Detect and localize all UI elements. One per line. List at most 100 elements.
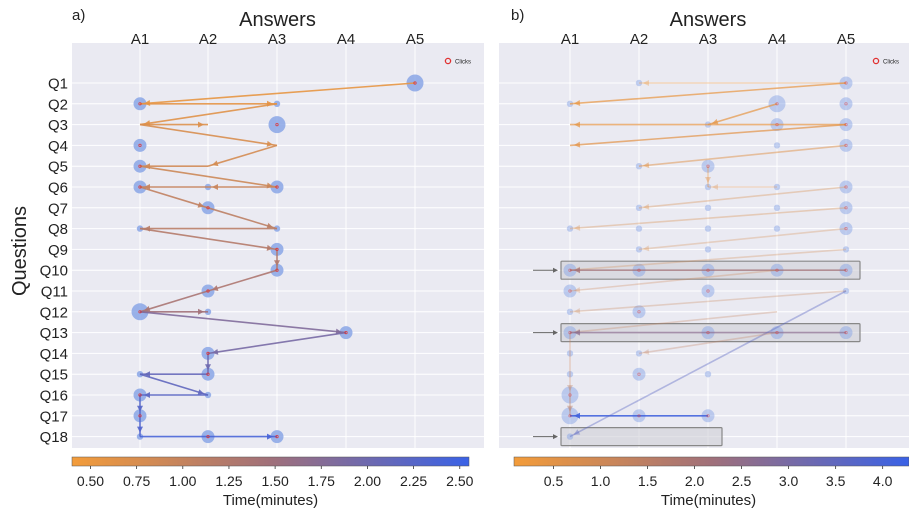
question-tick-label: Q3 (48, 117, 68, 134)
path-arrowhead (211, 285, 219, 291)
panel-b: b) Answers A1 A2 A3 A4 A5 Clicks 0.5 1.0 1.5 2.0 2.5… (499, 7, 909, 509)
path-segment (569, 311, 778, 334)
path-segment (569, 123, 847, 147)
answer-tick-label: A2 (199, 31, 217, 48)
click-marker (206, 434, 210, 439)
path-arrowhead (573, 100, 581, 107)
path-arrowhead (567, 405, 573, 412)
path-segment (638, 227, 847, 251)
path-arrowhead (573, 429, 581, 435)
click-bubble (704, 371, 712, 378)
colorbar-tick-label: 3.5 (826, 473, 846, 489)
click-marker (206, 206, 210, 210)
colorbar-label: Time(minutes) (661, 492, 756, 509)
question-tick-label: Q16 (40, 388, 68, 405)
answer-tick-label: A4 (768, 31, 786, 48)
colorbar-tick-label: 1.25 (215, 473, 242, 489)
path-arrowhead (712, 184, 718, 190)
click-marker (275, 123, 279, 127)
click-marker (138, 393, 142, 397)
click-marker (344, 330, 348, 335)
question-tick-label: Q5 (48, 159, 68, 176)
click-marker (844, 185, 848, 189)
path-arrowhead (205, 364, 211, 371)
question-tick-label: Q13 (40, 325, 68, 342)
path-segment (569, 290, 847, 438)
answer-tick-label: A1 (561, 31, 579, 48)
click-marker (568, 268, 572, 272)
path-segment (207, 269, 278, 292)
x-axis-title: Answers (670, 9, 747, 31)
path-arrowhead (274, 260, 280, 267)
answer-tick-label: A5 (837, 31, 855, 48)
path-arrowhead (266, 222, 274, 229)
click-bubble (704, 225, 712, 232)
path-segment (139, 103, 278, 126)
highlight-arrowhead (553, 330, 558, 336)
path-segment (139, 311, 347, 334)
click-marker (844, 206, 848, 210)
click-marker (568, 393, 572, 397)
question-tick-label: Q8 (48, 221, 68, 238)
click-marker (844, 102, 848, 106)
path-arrowhead (574, 329, 580, 336)
click-bubble (704, 246, 712, 253)
path-segment (707, 103, 778, 126)
colorbar-tick-label: 1.75 (308, 473, 335, 489)
click-bubble (563, 284, 577, 298)
question-tick-label: Q2 (48, 96, 68, 113)
colorbar-tick-label: 4.0 (873, 473, 893, 489)
click-marker (706, 414, 710, 418)
click-marker (637, 414, 641, 418)
click-marker (275, 434, 279, 439)
legend-label: Clicks (883, 60, 899, 66)
path-arrowhead (198, 121, 204, 128)
click-marker (706, 289, 710, 293)
colorbar-tick-label: 2.50 (446, 473, 473, 489)
question-tick-label: Q17 (40, 408, 68, 425)
click-marker (844, 227, 848, 231)
click-marker (706, 268, 710, 272)
colorbar (513, 456, 909, 467)
click-bubble (635, 246, 643, 253)
question-tick-label: Q11 (41, 284, 68, 301)
path-arrowhead (574, 267, 580, 274)
path-arrowhead (642, 203, 650, 210)
answer-tick-label: A3 (699, 31, 717, 48)
colorbar-tick-label: 0.50 (77, 473, 104, 489)
path-arrowhead (267, 433, 273, 440)
question-tick-label: Q10 (40, 263, 68, 280)
path-arrowhead (144, 371, 150, 378)
path-arrowhead (573, 141, 581, 148)
click-bubble (632, 367, 646, 381)
answer-tick-label: A4 (337, 31, 355, 48)
colorbar-label: Time(minutes) (223, 492, 318, 509)
click-marker (275, 185, 279, 189)
path-segment (139, 227, 278, 251)
click-marker (138, 185, 142, 189)
click-marker (637, 372, 641, 376)
path-arrowhead (198, 308, 204, 315)
click-bubble (561, 386, 579, 404)
question-tick-label: Q14 (40, 346, 68, 363)
path-segment (569, 269, 778, 292)
click-marker (413, 81, 417, 85)
click-bubble (635, 225, 643, 232)
answer-tick-label: A3 (268, 31, 286, 48)
click-marker (844, 268, 848, 272)
highlight-arrowhead (553, 434, 558, 440)
path-arrowhead (143, 306, 151, 312)
click-bubble (839, 201, 853, 215)
legend-marker (444, 57, 452, 65)
path-arrowhead (642, 245, 650, 252)
path-segment (139, 123, 278, 147)
click-bubble (842, 246, 850, 253)
path-arrowhead (266, 140, 274, 147)
path-arrowhead (137, 405, 143, 412)
click-bubble (704, 204, 712, 211)
click-marker (138, 143, 142, 147)
legend-label: Clicks (455, 60, 471, 66)
question-tick-label: Q12 (40, 304, 68, 321)
path-arrowhead (197, 389, 205, 395)
